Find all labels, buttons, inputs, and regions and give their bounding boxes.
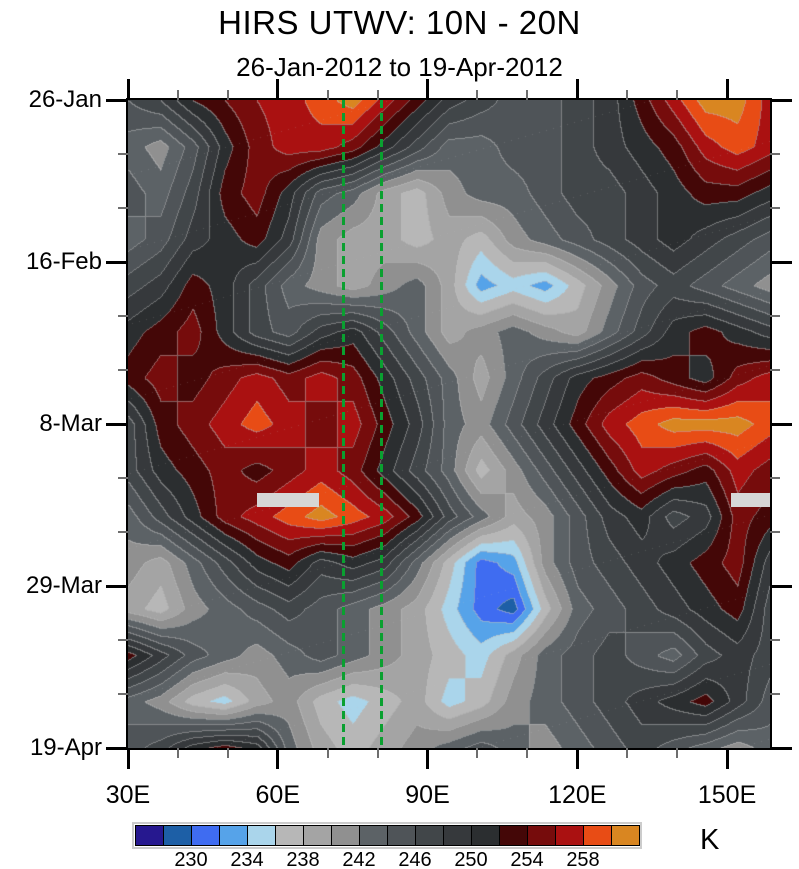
y-major-tick bbox=[770, 746, 792, 750]
colorbar-tick-label: 242 bbox=[342, 849, 376, 869]
colorbar-segment bbox=[443, 825, 472, 846]
y-axis-label: 19-Apr bbox=[29, 734, 102, 761]
colorbar-segment bbox=[415, 825, 444, 846]
plot-frame bbox=[126, 98, 772, 750]
x-minor-tick bbox=[626, 748, 629, 758]
x-axis-label: 30E bbox=[105, 781, 151, 809]
colorbar-tick-label: 254 bbox=[510, 849, 544, 869]
x-major-tick bbox=[126, 79, 130, 100]
y-minor-tick bbox=[118, 315, 128, 317]
chart-title: HIRS UTWV: 10N - 20N bbox=[218, 4, 581, 41]
y-axis-label: 8-Mar bbox=[39, 410, 102, 437]
y-major-tick bbox=[770, 98, 792, 102]
x-axis-label: 120E bbox=[548, 781, 607, 809]
x-major-tick bbox=[725, 748, 729, 769]
x-major-tick bbox=[276, 748, 280, 769]
y-major-tick bbox=[106, 260, 128, 264]
colorbar-segment bbox=[135, 825, 164, 846]
colorbar-segment bbox=[303, 825, 332, 846]
x-minor-tick bbox=[226, 90, 229, 100]
colorbar-segment bbox=[163, 825, 192, 846]
y-major-tick bbox=[106, 746, 128, 750]
y-minor-tick bbox=[770, 315, 780, 317]
y-minor-tick bbox=[770, 369, 780, 371]
x-minor-tick bbox=[226, 748, 229, 758]
colorbar-segment bbox=[219, 825, 248, 846]
reference-line-west bbox=[341, 100, 345, 748]
x-major-tick bbox=[126, 748, 130, 769]
y-axis-label: 16-Feb bbox=[25, 248, 102, 275]
colorbar-frame bbox=[132, 822, 642, 849]
x-minor-tick bbox=[376, 90, 379, 100]
colorbar-segment bbox=[191, 825, 220, 846]
y-minor-tick bbox=[118, 477, 128, 479]
x-minor-tick bbox=[676, 90, 679, 100]
x-minor-tick bbox=[476, 748, 479, 758]
colorbar-tick-label: 238 bbox=[286, 849, 320, 869]
colorbar-tick-label: 234 bbox=[230, 849, 264, 869]
y-minor-tick bbox=[770, 153, 780, 155]
colorbar-tick-label: 250 bbox=[454, 849, 488, 869]
colorbar-units-label: K bbox=[700, 824, 720, 856]
colorbar-segment bbox=[583, 825, 612, 846]
missing-data-bar bbox=[257, 492, 320, 508]
colorbar-segment bbox=[275, 825, 304, 846]
y-minor-tick bbox=[770, 207, 780, 209]
x-minor-tick bbox=[326, 748, 329, 758]
x-major-tick bbox=[725, 79, 729, 100]
colorbar-segment bbox=[527, 825, 556, 846]
y-axis-label: 26-Jan bbox=[28, 86, 102, 113]
colorbar-segment bbox=[499, 825, 528, 846]
y-minor-tick bbox=[118, 639, 128, 641]
x-major-tick bbox=[276, 79, 280, 100]
colorbar-tick-label: 230 bbox=[174, 849, 208, 869]
y-major-tick bbox=[770, 260, 792, 264]
contour-field-canvas bbox=[128, 100, 770, 748]
chart-subtitle: 26-Jan-2012 to 19-Apr-2012 bbox=[236, 52, 563, 82]
x-minor-tick bbox=[476, 90, 479, 100]
x-minor-tick bbox=[676, 748, 679, 758]
reference-line-east bbox=[380, 100, 384, 748]
colorbar-segment bbox=[387, 825, 416, 846]
y-major-tick bbox=[106, 98, 128, 102]
x-major-tick bbox=[575, 79, 579, 100]
colorbar-segment bbox=[359, 825, 388, 846]
colorbar-segment bbox=[247, 825, 276, 846]
y-minor-tick bbox=[770, 639, 780, 641]
x-axis-label: 90E bbox=[405, 781, 450, 809]
x-minor-tick bbox=[526, 90, 529, 100]
x-minor-tick bbox=[176, 748, 179, 758]
x-axis-label: 60E bbox=[255, 781, 300, 809]
colorbar-segment bbox=[471, 825, 500, 846]
colorbar-segment bbox=[331, 825, 360, 846]
colorbar-tick-label: 258 bbox=[566, 849, 600, 869]
y-minor-tick bbox=[770, 531, 780, 533]
x-minor-tick bbox=[526, 748, 529, 758]
x-axis-label: 150E bbox=[697, 781, 757, 809]
x-minor-tick bbox=[376, 748, 379, 758]
colorbar-segment bbox=[555, 825, 584, 846]
y-minor-tick bbox=[770, 693, 780, 695]
x-major-tick bbox=[426, 79, 430, 100]
colorbar-segment bbox=[611, 825, 640, 846]
y-minor-tick bbox=[118, 531, 128, 533]
colorbar-tick-label: 246 bbox=[398, 849, 432, 869]
y-major-tick bbox=[770, 422, 792, 426]
x-minor-tick bbox=[626, 90, 629, 100]
missing-data-bar bbox=[730, 492, 770, 508]
x-major-tick bbox=[426, 748, 430, 769]
x-minor-tick bbox=[326, 90, 329, 100]
y-major-tick bbox=[106, 422, 128, 426]
y-major-tick bbox=[106, 584, 128, 588]
y-axis-label: 29-Mar bbox=[25, 572, 102, 599]
x-major-tick bbox=[575, 748, 579, 769]
y-minor-tick bbox=[118, 369, 128, 371]
y-minor-tick bbox=[118, 693, 128, 695]
y-minor-tick bbox=[118, 207, 128, 209]
y-minor-tick bbox=[118, 153, 128, 155]
y-minor-tick bbox=[770, 477, 780, 479]
y-major-tick bbox=[770, 584, 792, 588]
x-minor-tick bbox=[176, 90, 179, 100]
